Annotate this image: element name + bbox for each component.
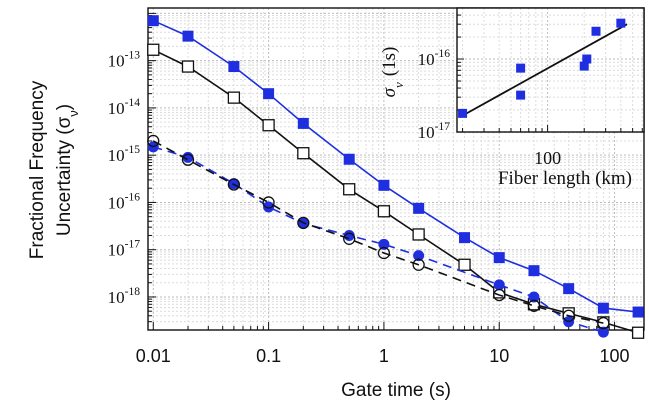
y-axis-title-group: Fractional Frequency Uncertainty (σν) bbox=[27, 80, 81, 259]
series-2-point bbox=[227, 91, 241, 104]
series-4-point bbox=[262, 196, 275, 209]
inset-x-tick-label: 100 bbox=[534, 148, 561, 168]
series-4-point bbox=[227, 178, 241, 191]
series-1 bbox=[147, 15, 644, 318]
y-tick-label: 10-15 bbox=[108, 143, 141, 165]
series-3-line bbox=[153, 146, 604, 333]
x-axis-title: Gate time (s) bbox=[341, 380, 451, 401]
y-axis-title-line2: Uncertainty (σν) bbox=[54, 104, 81, 236]
inset-point bbox=[579, 61, 589, 71]
main-x-tick-labels: 0.01 0.1 1 10 100 bbox=[136, 346, 630, 366]
inset-y-tick-label: 10-17 bbox=[418, 120, 451, 142]
y-tick-label: 10-18 bbox=[108, 285, 141, 307]
series-1-point bbox=[632, 306, 644, 318]
series-4-point bbox=[412, 258, 425, 271]
y-axis-title-line1: Fractional Frequency bbox=[27, 80, 48, 259]
series-1-point bbox=[528, 265, 540, 277]
inset-y-tick-labels: 10-16 10-17 bbox=[418, 47, 451, 142]
inset-chart: 100 10-16 10-17 Fiber length (km) σν(1s) bbox=[379, 7, 645, 189]
series-3-point bbox=[413, 250, 425, 262]
inset-x-axis-title: Fiber length (km) bbox=[498, 168, 632, 189]
series-1-point bbox=[297, 117, 309, 129]
y-tick-label: 10-13 bbox=[108, 49, 141, 71]
inset-point bbox=[582, 54, 592, 64]
series-4-point bbox=[562, 309, 575, 322]
series-2-point bbox=[297, 147, 310, 160]
series-1-line bbox=[152, 19, 639, 313]
inset-y-axis-title: σν(1s) bbox=[379, 47, 406, 98]
series-2-point bbox=[458, 258, 471, 271]
x-tick-label: 1 bbox=[379, 346, 389, 366]
series-1-point bbox=[343, 153, 355, 165]
inset-x-tick-labels: 100 bbox=[534, 148, 561, 168]
inset-tick-marks bbox=[457, 7, 643, 133]
series-1-point bbox=[459, 232, 471, 244]
series-2-point bbox=[631, 326, 645, 339]
series-1-point bbox=[378, 179, 390, 191]
series-3-point bbox=[263, 201, 275, 213]
series-4-point bbox=[377, 246, 391, 260]
series-3-point bbox=[597, 326, 609, 338]
series-2-point bbox=[181, 60, 195, 73]
series-3-point bbox=[528, 291, 540, 303]
series-4-point bbox=[493, 288, 506, 302]
series-4-point bbox=[297, 216, 310, 229]
inset-point bbox=[458, 108, 468, 118]
y-tick-label: 10-16 bbox=[108, 190, 141, 212]
series-4-point bbox=[181, 153, 195, 166]
series-1-point bbox=[263, 88, 275, 100]
inset-point bbox=[516, 63, 526, 73]
series-4-point bbox=[527, 299, 541, 312]
main-y-tick-labels: 10-13 10-14 10-15 10-16 10-17 10-18 bbox=[108, 49, 141, 307]
series-3-point bbox=[493, 279, 505, 291]
y-tick-label: 10-14 bbox=[108, 96, 141, 118]
x-tick-label: 10 bbox=[489, 346, 509, 366]
series-4-point bbox=[147, 134, 160, 148]
x-tick-label: 0.1 bbox=[256, 346, 281, 366]
inset-y-axis-title-group: σν(1s) bbox=[379, 47, 406, 98]
inset-series-group bbox=[458, 18, 628, 118]
x-tick-label: 100 bbox=[600, 346, 630, 366]
series-2-point bbox=[412, 228, 425, 241]
series-2-point bbox=[147, 43, 160, 56]
y-tick-label: 10-17 bbox=[108, 238, 141, 260]
x-tick-label: 0.01 bbox=[136, 346, 171, 366]
series-1-point bbox=[563, 283, 575, 295]
series-2-point bbox=[343, 183, 356, 196]
series-1-point bbox=[493, 252, 505, 264]
inset-point bbox=[591, 26, 601, 36]
series-3-point bbox=[378, 238, 390, 250]
series-4 bbox=[147, 134, 610, 330]
series-1-point bbox=[228, 61, 240, 73]
series-4-point bbox=[343, 232, 356, 245]
series-1-point bbox=[182, 30, 194, 42]
series-1-point bbox=[413, 202, 425, 214]
series-2-point bbox=[377, 205, 391, 218]
inset-y-tick-label: 10-16 bbox=[418, 47, 451, 69]
series-1-point bbox=[147, 15, 159, 27]
inset-point bbox=[516, 90, 526, 100]
main-series-group bbox=[147, 15, 645, 339]
series-2-point bbox=[262, 119, 275, 132]
inset-fit-line bbox=[459, 23, 628, 118]
series-4-point bbox=[597, 316, 610, 330]
inset-point bbox=[616, 18, 626, 28]
series-1-point bbox=[597, 302, 609, 314]
